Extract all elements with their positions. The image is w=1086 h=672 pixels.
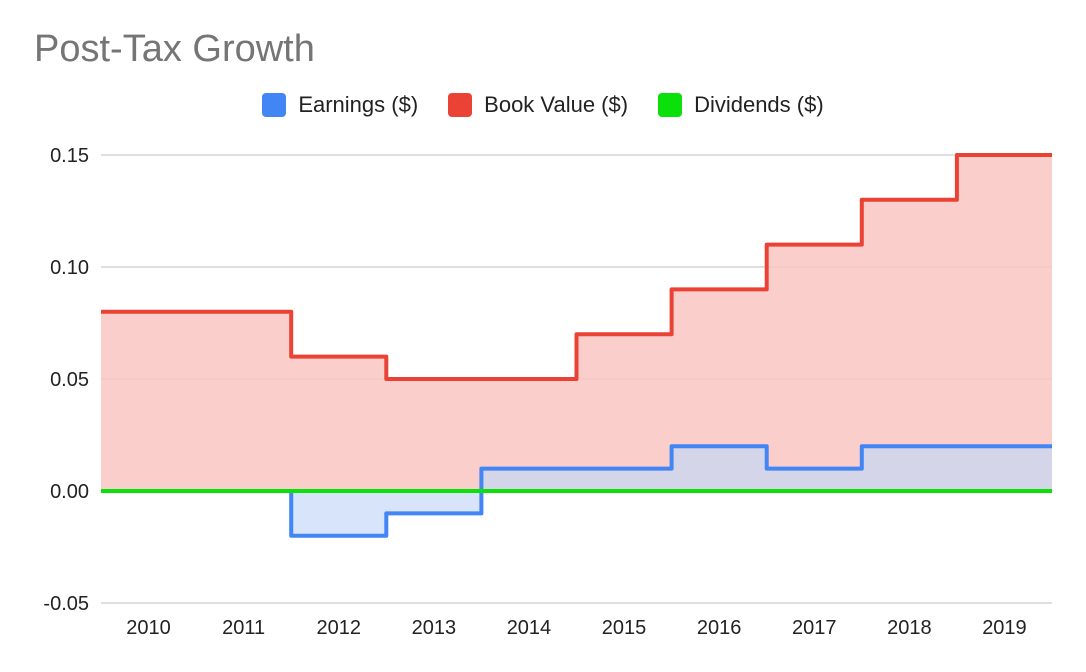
- y-tick-label: 0.00: [50, 481, 89, 503]
- x-tick-label: 2016: [697, 617, 742, 639]
- legend-label-dividends: Dividends ($): [694, 92, 824, 117]
- x-tick-label: 2017: [792, 617, 837, 639]
- x-tick-label: 2012: [317, 617, 362, 639]
- series-area: [101, 155, 1052, 491]
- y-tick-label: -0.05: [43, 593, 89, 615]
- y-tick-label: 0.15: [50, 145, 89, 167]
- series-line: [101, 444, 1052, 538]
- legend-item-dividends[interactable]: Dividends ($): [658, 92, 824, 118]
- y-tick-label: 0.10: [50, 257, 89, 279]
- y-tick-label: 0.05: [50, 369, 89, 391]
- x-tick-label: 2010: [126, 617, 171, 639]
- x-tick-label: 2018: [887, 617, 932, 639]
- x-tick-label: 2014: [507, 617, 552, 639]
- legend: Earnings ($) Book Value ($) Dividends ($…: [0, 92, 1086, 118]
- x-tick-label: 2011: [222, 617, 265, 639]
- legend-label-book-value: Book Value ($): [484, 92, 629, 117]
- x-tick-label: 2019: [982, 617, 1027, 639]
- legend-swatch-book-value: [448, 93, 473, 117]
- legend-swatch-dividends: [658, 93, 683, 117]
- legend-swatch-earnings: [262, 93, 287, 117]
- legend-item-book-value[interactable]: Book Value ($): [448, 92, 628, 118]
- chart-title: Post-Tax Growth: [34, 28, 315, 70]
- legend-label-earnings: Earnings ($): [298, 92, 419, 117]
- series-line: [101, 153, 1052, 381]
- x-tick-label: 2015: [602, 617, 647, 639]
- legend-item-earnings[interactable]: Earnings ($): [262, 92, 418, 118]
- x-tick-label: 2013: [412, 617, 457, 639]
